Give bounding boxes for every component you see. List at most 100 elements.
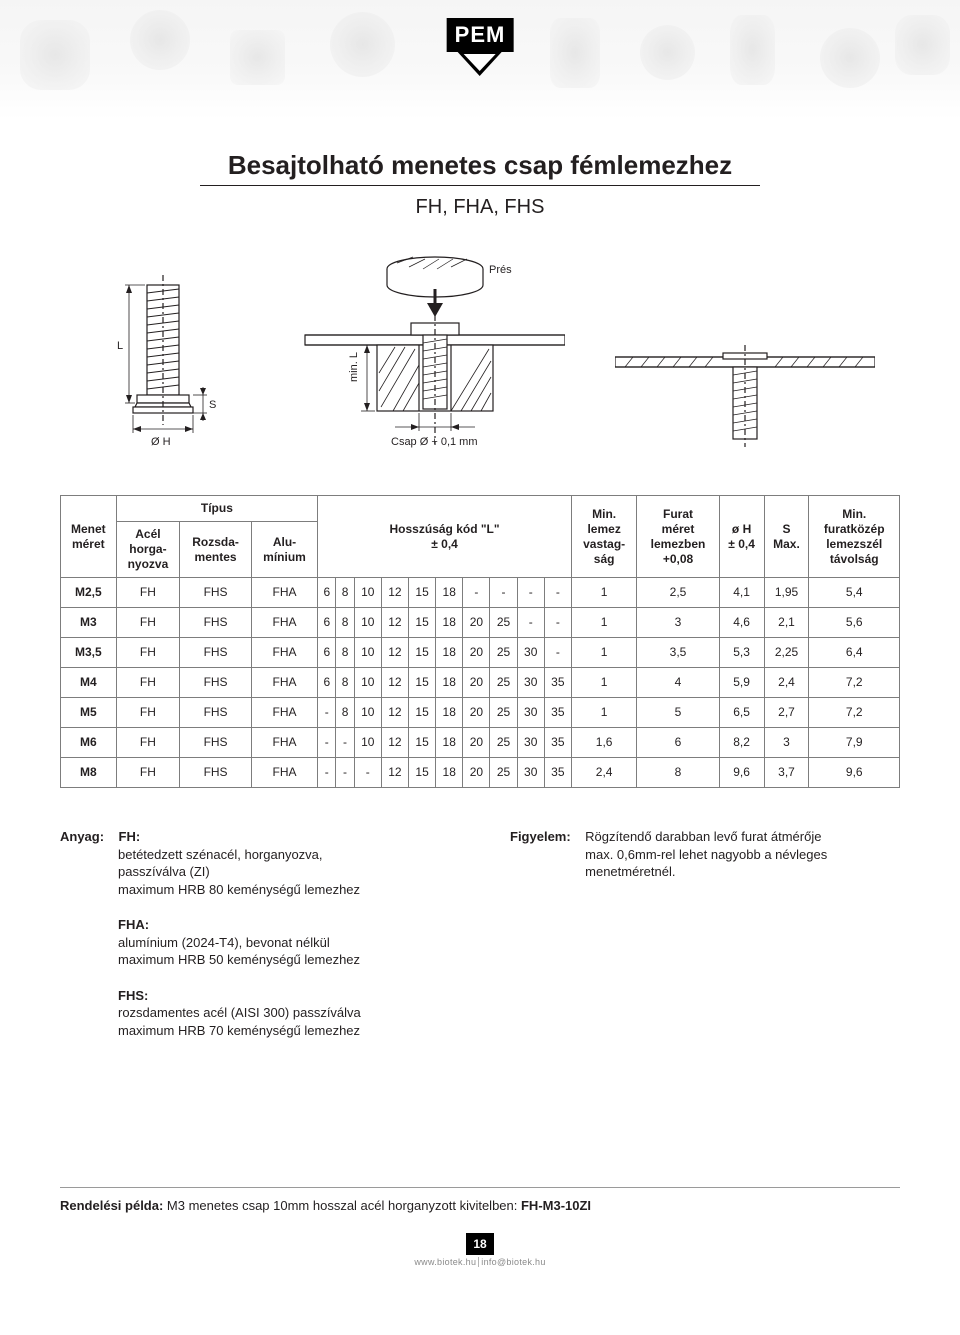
col-furat: Furatméretlemezben+0,08 [637, 496, 719, 578]
cell-s: 2,4 [764, 668, 809, 698]
brand-logo: PEM [447, 18, 514, 76]
logo-text: PEM [447, 18, 514, 52]
diagram-installed [615, 315, 875, 455]
notes-figyelem: Figyelem: Rögzítendő darabban levő furat… [510, 828, 900, 1057]
cell-type: FH [116, 758, 180, 788]
cell-length: 30 [517, 698, 544, 728]
col-hossz: Hosszúság kód "L"± 0,4 [318, 496, 572, 578]
cell-menet: M5 [61, 698, 117, 728]
cell-length: 30 [517, 728, 544, 758]
cell-length: 18 [436, 608, 463, 638]
cell-type: FHS [180, 668, 252, 698]
cell-type: FH [116, 638, 180, 668]
cell-oh: 5,9 [719, 668, 764, 698]
cell-furat: 2,5 [637, 578, 719, 608]
cell-length: 10 [354, 668, 381, 698]
cell-length: - [318, 728, 336, 758]
cell-length: 30 [517, 758, 544, 788]
cell-length: 18 [436, 578, 463, 608]
cell-length: 25 [490, 728, 517, 758]
cell-minfurat: 7,9 [809, 728, 900, 758]
order-example: Rendelési példa: M3 menetes csap 10mm ho… [60, 1198, 900, 1213]
cell-type: FHA [251, 728, 317, 758]
cell-length: 20 [463, 728, 490, 758]
cell-length: 10 [354, 608, 381, 638]
cell-minlemez: 2,4 [571, 758, 636, 788]
figy-label: Figyelem: [510, 828, 571, 846]
cell-type: FHA [251, 758, 317, 788]
cell-length: - [463, 578, 490, 608]
col-tipus-alu: Alu-mínium [251, 522, 317, 578]
cell-length: 15 [409, 578, 436, 608]
cell-length: 12 [381, 638, 408, 668]
cell-type: FHA [251, 668, 317, 698]
col-tipus-acel: Acélhorga-nyozva [116, 522, 180, 578]
table-row: M6FHFHSFHA--10121518202530351,668,237,9 [61, 728, 900, 758]
cell-length: 15 [409, 758, 436, 788]
cell-s: 2,25 [764, 638, 809, 668]
cell-length: - [544, 578, 571, 608]
page-content: Besajtolható menetes csap fémlemezhez FH… [0, 120, 960, 1297]
spec-table-body: M2,5FHFHSFHA6810121518----12,54,11,955,4… [61, 578, 900, 788]
cell-length: 25 [490, 668, 517, 698]
cell-type: FHS [180, 758, 252, 788]
col-tipus-rozsda: Rozsda-mentes [180, 522, 252, 578]
cell-length: 35 [544, 668, 571, 698]
cell-length: 18 [436, 728, 463, 758]
table-row: M2,5FHFHSFHA6810121518----12,54,11,955,4 [61, 578, 900, 608]
cell-minlemez: 1 [571, 578, 636, 608]
fha-head: FHA: [118, 917, 149, 932]
cell-furat: 6 [637, 728, 719, 758]
cell-s: 1,95 [764, 578, 809, 608]
cell-length: 20 [463, 638, 490, 668]
anyag-label: Anyag: [60, 828, 104, 846]
order-label: Rendelési példa: [60, 1198, 163, 1213]
cell-length: 35 [544, 728, 571, 758]
cell-menet: M4 [61, 668, 117, 698]
table-row: M5FHFHSFHA-81012151820253035156,52,77,2 [61, 698, 900, 728]
footer-email: info@biotek.hu [479, 1257, 547, 1267]
cell-oh: 6,5 [719, 698, 764, 728]
cell-length: - [354, 758, 381, 788]
col-minlemez: Min.lemezvastag-ság [571, 496, 636, 578]
diagram-stud-dimensions: L S Ø H [85, 255, 235, 455]
table-row: M3FHFHSFHA68101215182025--134,62,15,6 [61, 608, 900, 638]
cell-length: - [490, 578, 517, 608]
cell-length: 15 [409, 668, 436, 698]
cell-minfurat: 7,2 [809, 698, 900, 728]
cell-minlemez: 1 [571, 668, 636, 698]
cell-length: - [544, 608, 571, 638]
col-oh: ø H± 0,4 [719, 496, 764, 578]
label-csap: Csap Ø + 0,1 mm [391, 436, 478, 448]
col-tipus: Típus [116, 496, 318, 522]
cell-length: 6 [318, 638, 336, 668]
cell-length: 25 [490, 608, 517, 638]
cell-length: - [318, 698, 336, 728]
cell-type: FHS [180, 698, 252, 728]
cell-length: 35 [544, 698, 571, 728]
cell-length: 20 [463, 668, 490, 698]
cell-type: FHS [180, 578, 252, 608]
cell-length: 10 [354, 638, 381, 668]
cell-length: 6 [318, 608, 336, 638]
cell-type: FH [116, 578, 180, 608]
cell-minlemez: 1 [571, 608, 636, 638]
cell-type: FHA [251, 578, 317, 608]
cell-length: 10 [354, 698, 381, 728]
cell-length: - [517, 578, 544, 608]
cell-length: 12 [381, 608, 408, 638]
label-minL: min. L [348, 352, 360, 382]
cell-menet: M6 [61, 728, 117, 758]
cell-minfurat: 6,4 [809, 638, 900, 668]
diagram-press-installation: Prés min. L Csap Ø + 0,1 mm [285, 245, 565, 455]
cell-length: - [517, 608, 544, 638]
cell-minfurat: 5,6 [809, 608, 900, 638]
table-row: M4FHFHSFHA681012151820253035145,92,47,2 [61, 668, 900, 698]
cell-length: 20 [463, 758, 490, 788]
fha-body: alumínium (2024-T4), bevonat nélkülmaxim… [118, 935, 360, 968]
order-text: M3 menetes csap 10mm hosszal acél horgan… [163, 1198, 521, 1213]
cell-length: 20 [463, 698, 490, 728]
cell-type: FH [116, 608, 180, 638]
cell-length: 25 [490, 638, 517, 668]
title-rule [200, 185, 760, 186]
